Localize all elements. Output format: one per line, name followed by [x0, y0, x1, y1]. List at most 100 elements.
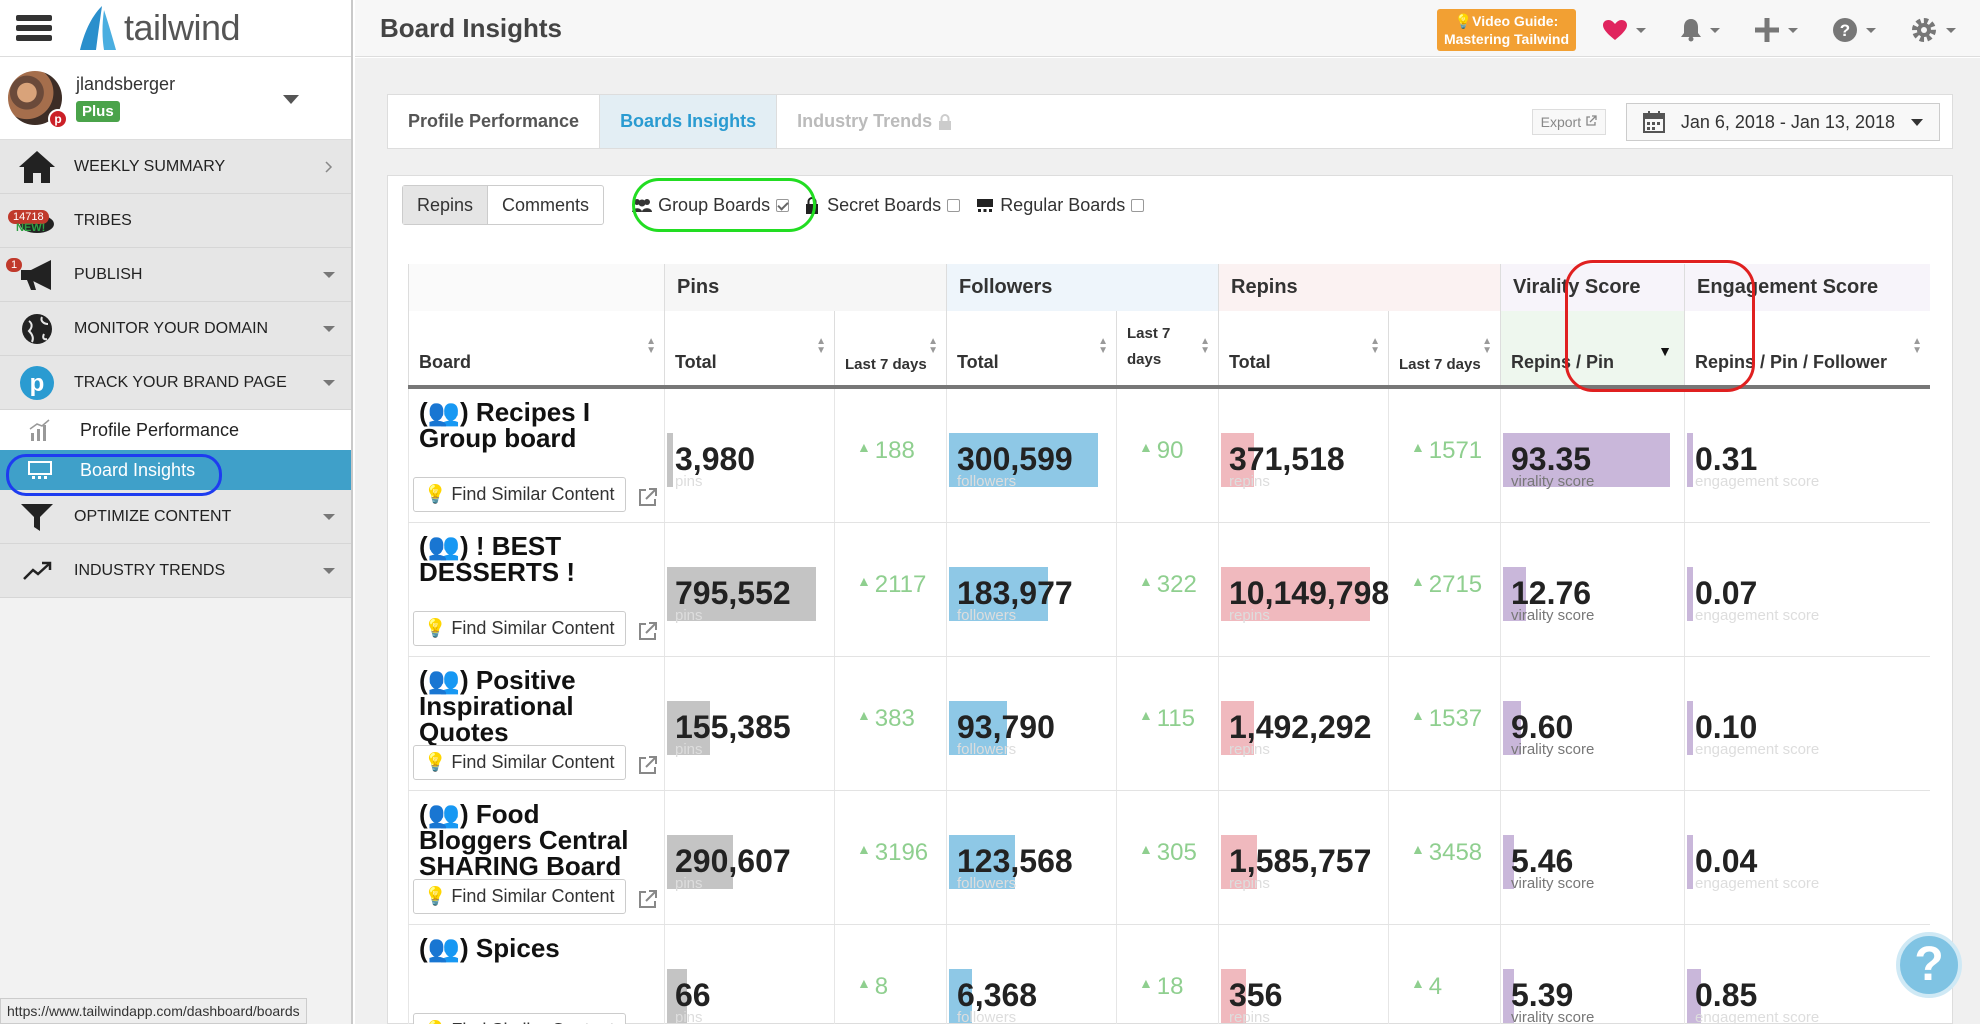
comments-toggle[interactable]: Comments	[502, 194, 590, 215]
table-row: (👥) Food Bloggers Central SHARING Board …	[408, 791, 1930, 925]
date-range-picker[interactable]: Jan 6, 2018 - Jan 13, 2018	[1625, 103, 1940, 141]
table-column-header: Board ▲ ▼ Total ▲ ▼ Last 7 days ▲ ▼ Total ▲ ▼ La…	[408, 311, 1930, 389]
find-similar-button[interactable]: 💡 Find Similar Content	[413, 477, 626, 512]
user-panel[interactable]: p jlandsberger Plus	[0, 57, 351, 140]
find-similar-button[interactable]: 💡 Find Similar Content	[413, 1013, 626, 1024]
engagement-cell: 0.10 engagement score	[1684, 657, 1930, 790]
find-similar-button[interactable]: 💡 Find Similar Content	[413, 745, 626, 780]
engagement-cell: 0.07 engagement score	[1684, 523, 1930, 656]
sidebar-item-publish[interactable]: 1 PUBLISH	[0, 248, 351, 302]
followers-total-cell-value: 183,977	[957, 575, 1073, 611]
favorites-button[interactable]	[1602, 19, 1646, 41]
followers-total-cell-caption: followers	[957, 741, 1017, 758]
external-link-icon[interactable]	[638, 621, 658, 641]
pins-last7-cell: ▲ 188	[834, 389, 946, 522]
notifications-button[interactable]	[1680, 18, 1720, 42]
repins-toggle[interactable]: Repins	[403, 186, 489, 224]
board-name[interactable]: (👥) Recipes I Group board	[419, 399, 656, 451]
board-icon	[0, 460, 80, 480]
pins-total-cell-caption: pins	[675, 875, 703, 892]
sidebar-top: tailwind	[0, 0, 351, 57]
up-arrow-icon: ▲	[1139, 439, 1157, 455]
find-similar-button[interactable]: 💡 Find Similar Content	[413, 611, 626, 646]
board-name[interactable]: (👥) Positive Inspirational Quotes	[419, 667, 656, 745]
virality-cell: 5.46 virality score	[1500, 791, 1684, 924]
col-pins-last7[interactable]: Last 7 days ▲ ▼	[834, 311, 946, 385]
followers-last7-cell-value: ▲ 18	[1139, 973, 1183, 1001]
followers-total-cell-caption: followers	[957, 473, 1017, 490]
top-header: Board Insights 💡Video Guide: Mastering T…	[355, 0, 1980, 57]
find-similar-button[interactable]: 💡 Find Similar Content	[413, 879, 626, 914]
lightbulb-icon: 💡	[424, 618, 452, 638]
pins-total-cell-value: 290,607	[675, 843, 791, 879]
sidebar-item-optimize-content[interactable]: OPTIMIZE CONTENT	[0, 490, 351, 544]
sidebar-item-track-brand[interactable]: p TRACK YOUR BRAND PAGE	[0, 356, 351, 410]
tab-boards-insights[interactable]: Boards Insights	[600, 95, 778, 148]
tab-industry-trends[interactable]: Industry Trends	[777, 95, 972, 148]
secret-boards-filter[interactable]: Secret Boards	[805, 195, 961, 216]
followers-last7-cell: ▲ 322	[1116, 523, 1218, 656]
col-repins-last7[interactable]: Last 7 days ▲ ▼	[1388, 311, 1500, 385]
sidebar-item-industry-trends[interactable]: INDUSTRY TRENDS	[0, 544, 351, 598]
export-button[interactable]: Export	[1531, 109, 1606, 135]
repins-total-cell-value: 356	[1229, 977, 1283, 1013]
board-name[interactable]: (👥) ! BEST DESSERTS !	[419, 533, 656, 585]
col-board[interactable]: Board ▲ ▼	[408, 311, 664, 385]
regular-boards-checkbox[interactable]	[1131, 198, 1145, 212]
sidebar-item-monitor-domain[interactable]: MONITOR YOUR DOMAIN	[0, 302, 351, 356]
sidebar-subitem-profile-performance[interactable]: Profile Performance	[0, 410, 351, 450]
followers-total-cell-value: 300,599	[957, 441, 1073, 477]
help-menu-button[interactable]: ?	[1832, 17, 1876, 43]
logo[interactable]: tailwind	[76, 4, 241, 52]
board-name-text: Spices	[475, 933, 560, 963]
sort-icon: ▲ ▼	[646, 336, 656, 356]
tab-profile-performance[interactable]: Profile Performance	[388, 95, 601, 148]
col-followers-total[interactable]: Total ▲ ▼	[946, 311, 1116, 385]
engagement-cell-value: 0.07	[1695, 575, 1758, 611]
external-link-icon[interactable]	[638, 889, 658, 909]
regular-boards-filter[interactable]: Regular Boards	[976, 195, 1145, 216]
sidebar-item-weekly-summary[interactable]: WEEKLY SUMMARY	[0, 140, 351, 194]
sidebar-item-tribes[interactable]: 14718 NEW! TRIBES	[0, 194, 351, 248]
menu-icon[interactable]	[14, 10, 54, 46]
followers-last7-cell-value: ▲ 305	[1139, 839, 1197, 867]
chevron-right-icon	[325, 160, 333, 173]
secret-boards-checkbox[interactable]	[947, 198, 961, 212]
up-arrow-icon: ▲	[1139, 707, 1157, 723]
avatar[interactable]: p	[8, 71, 68, 129]
board-name[interactable]: (👥) Food Bloggers Central SHARING Board	[419, 801, 656, 879]
up-arrow-icon: ▲	[1139, 975, 1157, 991]
board-name[interactable]: (👥) Spices	[419, 935, 656, 961]
repins-total-cell-bar	[1221, 969, 1246, 1023]
up-arrow-icon: ▲	[1411, 573, 1429, 589]
pins-total-cell-caption: pins	[675, 473, 703, 490]
find-similar-label: Find Similar Content	[451, 752, 615, 772]
up-arrow-icon: ▲	[857, 707, 875, 723]
user-menu-caret-icon[interactable]	[283, 95, 299, 104]
board-icon	[977, 199, 994, 212]
sidebar-item-label: TRACK YOUR BRAND PAGE	[74, 373, 287, 391]
table-body: (👥) Recipes I Group board 💡 Find Similar…	[408, 389, 1930, 1024]
video-guide-button[interactable]: 💡Video Guide: Mastering Tailwind	[1437, 9, 1576, 51]
add-button[interactable]	[1754, 17, 1798, 43]
sort-icon: ▲ ▼	[1370, 336, 1380, 356]
virality-cell-caption: virality score	[1511, 607, 1595, 624]
col-followers-last7[interactable]: Last 7 days ▲ ▼	[1116, 311, 1218, 385]
heart-icon	[1603, 20, 1627, 40]
up-arrow-icon: ▲	[857, 573, 875, 589]
followers-last7-cell: ▲ 115	[1116, 657, 1218, 790]
settings-button[interactable]	[1910, 16, 1956, 44]
external-link-icon[interactable]	[638, 755, 658, 775]
virality-cell-caption: virality score	[1511, 473, 1595, 490]
pins-total-cell-value: 66	[675, 977, 711, 1013]
col-pins-total[interactable]: Total ▲ ▼	[664, 311, 834, 385]
caret-down-icon	[323, 271, 335, 278]
col-repins-total[interactable]: Total ▲ ▼	[1218, 311, 1388, 385]
help-chat-button[interactable]: ?	[1896, 932, 1962, 998]
col-pins-total-label: Total	[675, 352, 717, 372]
virality-cell-value: 5.46	[1511, 843, 1574, 879]
repins-total-cell: 356 repins	[1218, 925, 1388, 1024]
repins-total-cell-bar	[1221, 567, 1370, 621]
pins-last7-cell-value: ▲ 188	[857, 437, 915, 465]
external-link-icon[interactable]	[638, 487, 658, 507]
